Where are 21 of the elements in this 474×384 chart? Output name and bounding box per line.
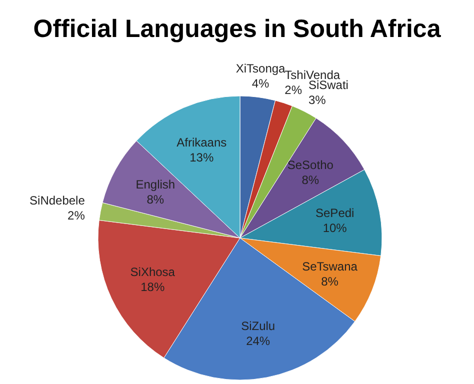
data-label: 4% [252,76,270,90]
data-label: 3% [308,92,326,107]
data-label: 2% [68,208,86,222]
slice-label: SiXhosa [130,265,176,280]
data-label: 8% [321,274,339,289]
data-label: 13% [190,150,214,164]
slice-label: SePedi [316,206,354,220]
slice-label: XiTsonga [236,61,286,76]
slice-label: SeSotho [287,158,334,172]
data-label: 8% [302,172,320,187]
slice-label: SiNdebele [30,193,86,208]
slice-label: SeTswana [302,260,358,274]
data-label: 24% [246,334,270,348]
slice-label: Afrikaans [176,135,227,150]
data-label: 2% [284,83,302,98]
slice-label: SiZulu [241,318,276,333]
data-label: 8% [146,192,164,206]
data-label: 10% [322,220,348,235]
chart-title: Official Languages in South Africa [33,15,442,43]
slice-label: English [136,177,176,192]
data-label: 18% [140,280,165,294]
